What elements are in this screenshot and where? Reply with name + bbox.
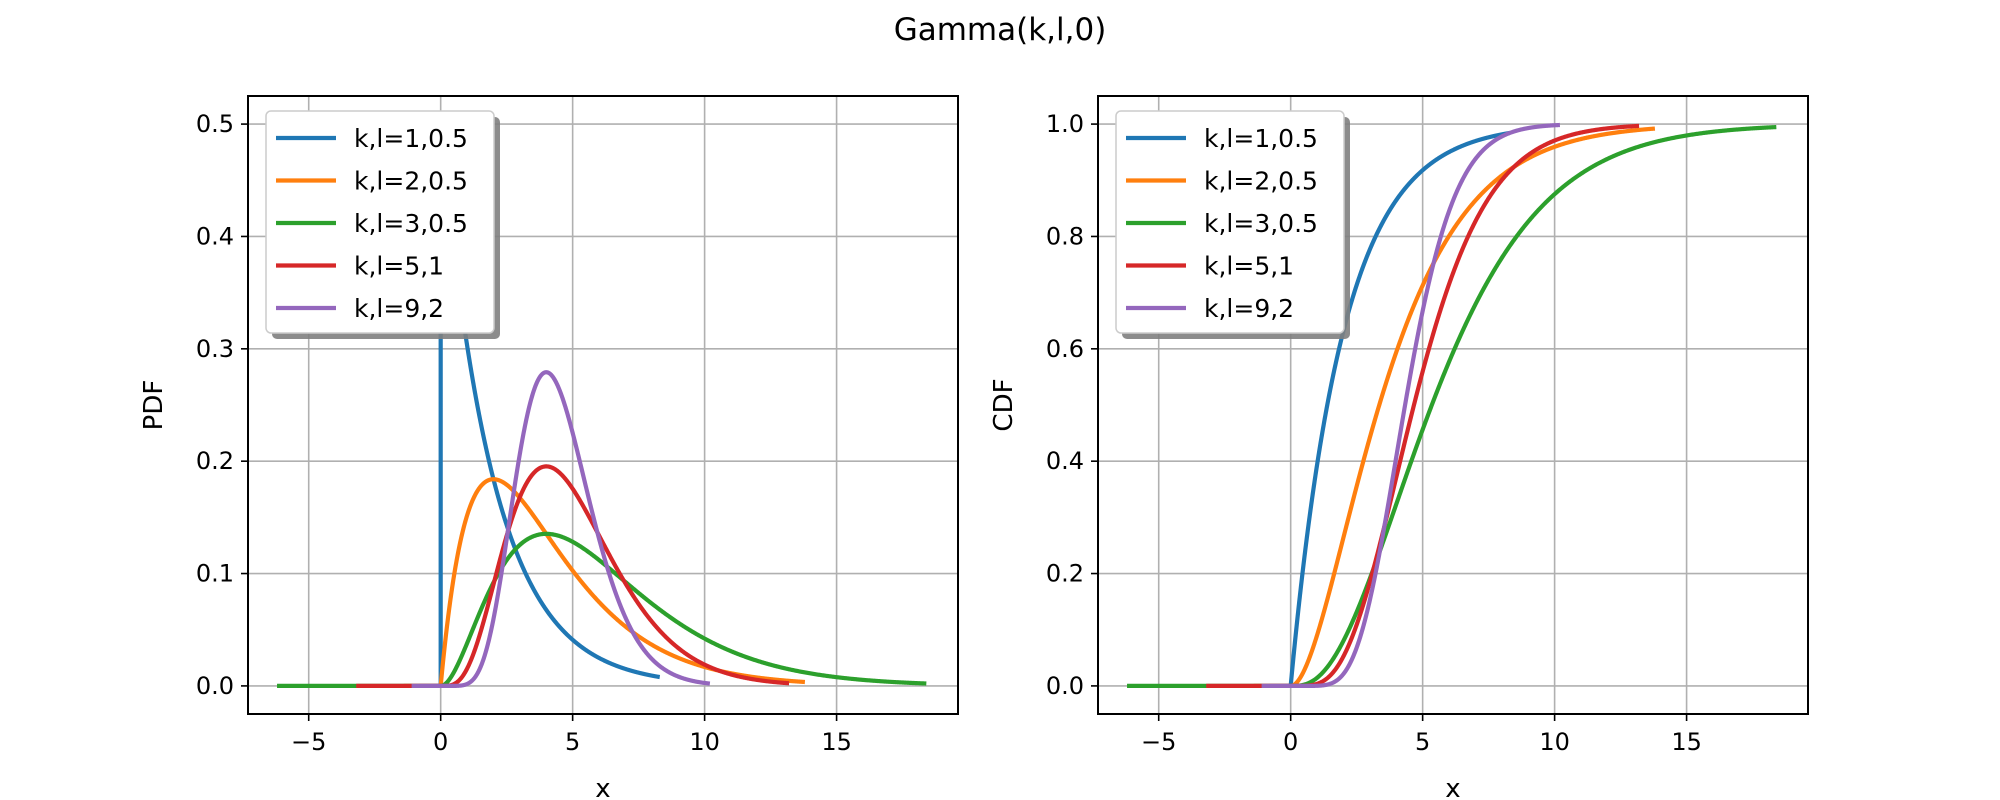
y-tick-label: 0.0 [196,672,234,700]
legend-label: k,l=1,0.5 [354,124,468,153]
axes: −5 0 5 10 15 0.0 0.2 0.4 0.6 0.8 1.0 x CDF [989,110,1702,800]
x-axis-label: x [1445,774,1460,800]
y-tick-label: 0.6 [1046,335,1084,363]
legend-label: k,l=2,0.5 [354,167,468,196]
axes-frame [247,95,959,715]
legend-label: k,l=1,0.5 [1204,124,1318,153]
series-curves [1125,122,1778,689]
legend: k,l=1,0.5 k,l=2,0.5 k,l=3,0.5 k,l=5,1 k,l=9,… [265,110,500,339]
legend-label: k,l=9,2 [1204,294,1294,323]
axes: −5 0 5 10 15 0.0 0.1 0.2 0.3 0.4 0.5 x PDF [139,110,852,800]
x-tick-label: 15 [1671,728,1702,756]
series-line [1252,126,1657,689]
legend: k,l=1,0.5 k,l=2,0.5 k,l=3,0.5 k,l=5,1 k,l=9,… [1115,110,1350,339]
legend-box [265,110,495,334]
x-tick-label: 10 [1539,728,1570,756]
y-axis-label: PDF [139,380,169,431]
y-tick-label: 0.4 [196,222,234,250]
x-tick-label: 5 [1415,728,1430,756]
x-axis-label: x [595,774,610,800]
legend-label: k,l=3,0.5 [354,209,468,238]
y-tick-label: 0.4 [1046,447,1084,475]
series-line [409,370,712,689]
x-tick-label: 5 [565,728,580,756]
legend-label: k,l=5,1 [354,252,444,281]
y-tick-label: 0.1 [196,560,234,588]
x-tick-label: 0 [433,728,448,756]
axes-frame [1097,95,1809,715]
series-line [1267,130,1512,689]
y-tick-label: 0.0 [1046,672,1084,700]
x-tick-label: −5 [1141,728,1176,756]
y-tick-label: 0.5 [196,110,234,138]
x-tick-label: 0 [1283,728,1298,756]
y-tick-label: 0.8 [1046,222,1084,250]
legend-label: k,l=3,0.5 [1204,209,1318,238]
y-tick-label: 0.2 [196,447,234,475]
x-tick-label: 15 [821,728,852,756]
y-tick-label: 0.3 [196,335,234,363]
legend-label: k,l=9,2 [354,294,444,323]
series-line [1259,122,1562,689]
legend-label: k,l=2,0.5 [1204,167,1318,196]
x-tick-label: 10 [689,728,720,756]
legend-box [1115,110,1345,334]
x-tick-label: −5 [291,728,326,756]
pdf-panel: −5 0 5 10 150.00.10.20.30.40.5xPDFk,l=1,0.5k… [139,95,959,800]
legend-label: k,l=5,1 [1204,252,1294,281]
figure-title: Gamma(k,l,0) [894,12,1107,48]
y-tick-label: 1.0 [1046,110,1084,138]
y-axis-label: CDF [989,378,1019,431]
cdf-panel: −5 0 5 10 150.00.20.40.60.81.0xCDFk,l=1,0.5k… [989,95,1809,800]
y-tick-label: 0.2 [1046,560,1084,588]
